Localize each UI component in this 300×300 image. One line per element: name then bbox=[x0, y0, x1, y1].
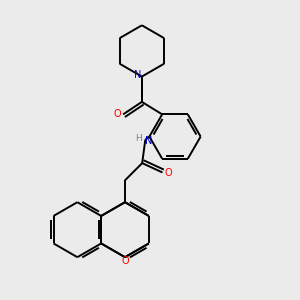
Text: O: O bbox=[121, 256, 129, 266]
Text: H: H bbox=[135, 134, 142, 142]
Text: O: O bbox=[114, 110, 121, 119]
Text: O: O bbox=[164, 167, 172, 178]
Text: N: N bbox=[134, 70, 142, 80]
Text: N: N bbox=[146, 136, 153, 146]
